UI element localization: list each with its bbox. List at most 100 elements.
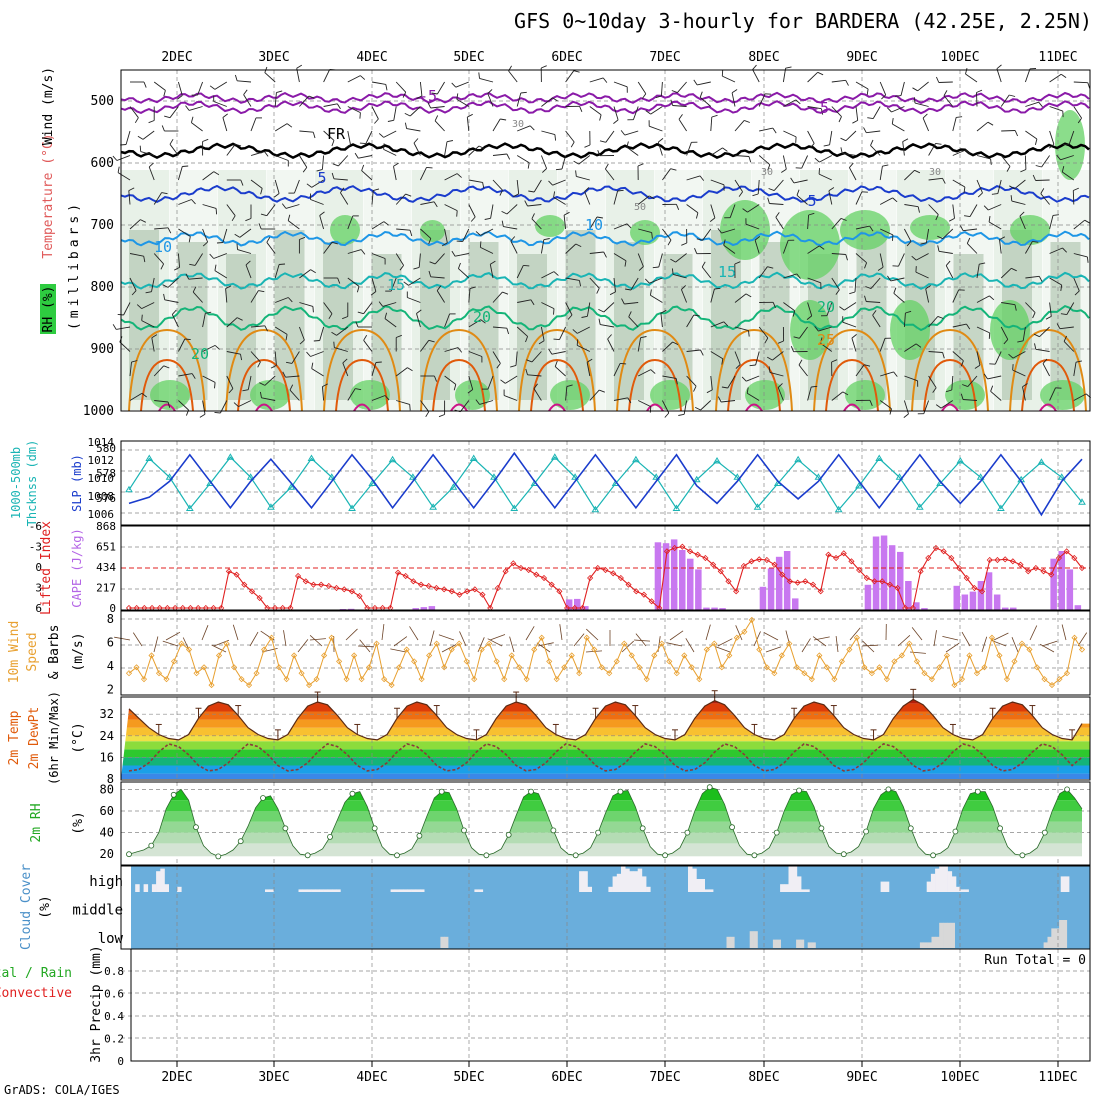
wind-barb-flag: [527, 162, 530, 169]
wind-barb-flag: [402, 92, 407, 98]
contour-35: [450, 403, 468, 412]
wind-barb-flag: [624, 260, 627, 267]
wind-barb-flag: [141, 392, 147, 398]
thickness-marker: [895, 473, 904, 480]
wind-barb: [413, 142, 421, 156]
wind-barb-flag: [1020, 169, 1027, 173]
wind-barb-flag: [216, 242, 223, 244]
wind-barb-flag: [675, 204, 680, 210]
wind-barb: [347, 130, 351, 145]
wind-barb-flag: [266, 236, 271, 243]
wind-barb-flag: [548, 348, 553, 355]
wind-barb-flag: [506, 153, 511, 160]
cape-tick: 434: [96, 561, 116, 574]
wind-barb: [561, 155, 567, 170]
wind-barb: [383, 148, 397, 156]
cloud-bar-high: [951, 876, 957, 892]
wind-barb-flag: [775, 212, 780, 218]
wind-barb: [492, 291, 503, 303]
rh-moist-patch: [1010, 215, 1050, 245]
wind-barb-flag: [184, 338, 191, 341]
wind-barb: [603, 302, 615, 313]
rh-marker: [1064, 786, 1070, 793]
lifted-index-marker: [671, 544, 678, 552]
wind-barb: [952, 289, 960, 303]
li-tick: 0: [35, 561, 42, 574]
thickness-marker: [287, 483, 296, 490]
cape-bar: [977, 581, 985, 610]
wind-barb-flag: [1017, 340, 1024, 343]
wind-barb: [807, 245, 820, 254]
thickness-marker: [834, 505, 843, 513]
wind-barb: [468, 288, 471, 303]
wind10-speed-marker: [253, 670, 260, 677]
wind-barb: [420, 228, 432, 239]
lifted-index-marker: [948, 554, 955, 562]
thickness-tick: 580: [96, 442, 116, 455]
wind10-speed-marker: [133, 664, 140, 671]
temp-band: [121, 727, 1090, 736]
wind-barb: [202, 344, 216, 352]
wind-barb: [967, 375, 978, 387]
wind-barb-flag: [299, 339, 305, 345]
wind-barb: [855, 253, 867, 264]
wind-barb: [965, 73, 978, 83]
contour-freezing: [120, 142, 1090, 159]
wind-barb: [129, 277, 137, 291]
wind-barb: [237, 80, 252, 83]
wind-barb-flag: [1042, 358, 1048, 364]
pressure-tick-label: 500: [91, 94, 114, 109]
wind-barb: [849, 167, 857, 181]
wind10-barb: [981, 636, 988, 653]
wind-barb-flag: [1008, 353, 1014, 359]
cloud-bar-low: [939, 922, 944, 948]
wind-barb: [323, 302, 333, 314]
rh-marker: [572, 852, 579, 859]
wind-barb-flag: [523, 264, 530, 267]
wind-barb: [729, 204, 736, 218]
wind-barb: [1068, 130, 1075, 145]
wind-barb: [938, 81, 953, 83]
wind10-speed-marker: [283, 676, 290, 683]
wind-barb-flag: [983, 373, 988, 380]
wind-barb-flag: [378, 301, 384, 307]
wind-barb-flag: [1038, 276, 1043, 282]
wind10-barb: [1029, 625, 1038, 641]
wind-barb: [177, 166, 183, 181]
rh-marker: [505, 831, 512, 838]
wind10-barb: [393, 636, 408, 647]
wind-barb: [226, 317, 238, 328]
wind-barb-flag: [699, 175, 705, 181]
wind-barb-flag: [839, 306, 845, 311]
wind10-speed-marker: [576, 670, 583, 677]
lifted-index-marker: [894, 584, 901, 592]
cloud-bar-high: [394, 889, 400, 892]
cloud-bar-low: [753, 931, 758, 948]
wind-barb-flag: [162, 284, 169, 288]
wind-barb-flag: [627, 397, 632, 404]
wind-barb-flag: [965, 67, 968, 75]
wind10-speed-marker: [756, 646, 763, 653]
cloud-bar-high: [135, 884, 140, 892]
wind-barb: [1049, 387, 1056, 401]
wind-barb-flag: [500, 379, 506, 384]
wind-barb-flag: [416, 309, 422, 314]
wind-barb: [734, 326, 749, 332]
wind10-barb: [153, 636, 159, 653]
wind-barb: [285, 204, 300, 209]
wind-barb: [1041, 155, 1050, 168]
wind-barb-flag: [331, 172, 335, 179]
wind-barb-flag: [342, 316, 348, 320]
wind-barb: [637, 337, 642, 352]
wind-barb-flag: [185, 273, 190, 280]
cloud-bar-low: [1047, 936, 1052, 948]
cloud-bar-high: [688, 866, 693, 892]
wind-barb: [226, 144, 236, 156]
wind10-speed-marker: [1011, 658, 1018, 665]
cape-bar: [864, 584, 872, 610]
wind-barb: [565, 243, 577, 254]
wind-barb-flag: [191, 373, 196, 379]
wind-barb: [637, 81, 647, 94]
lifted-index-marker: [617, 574, 624, 582]
